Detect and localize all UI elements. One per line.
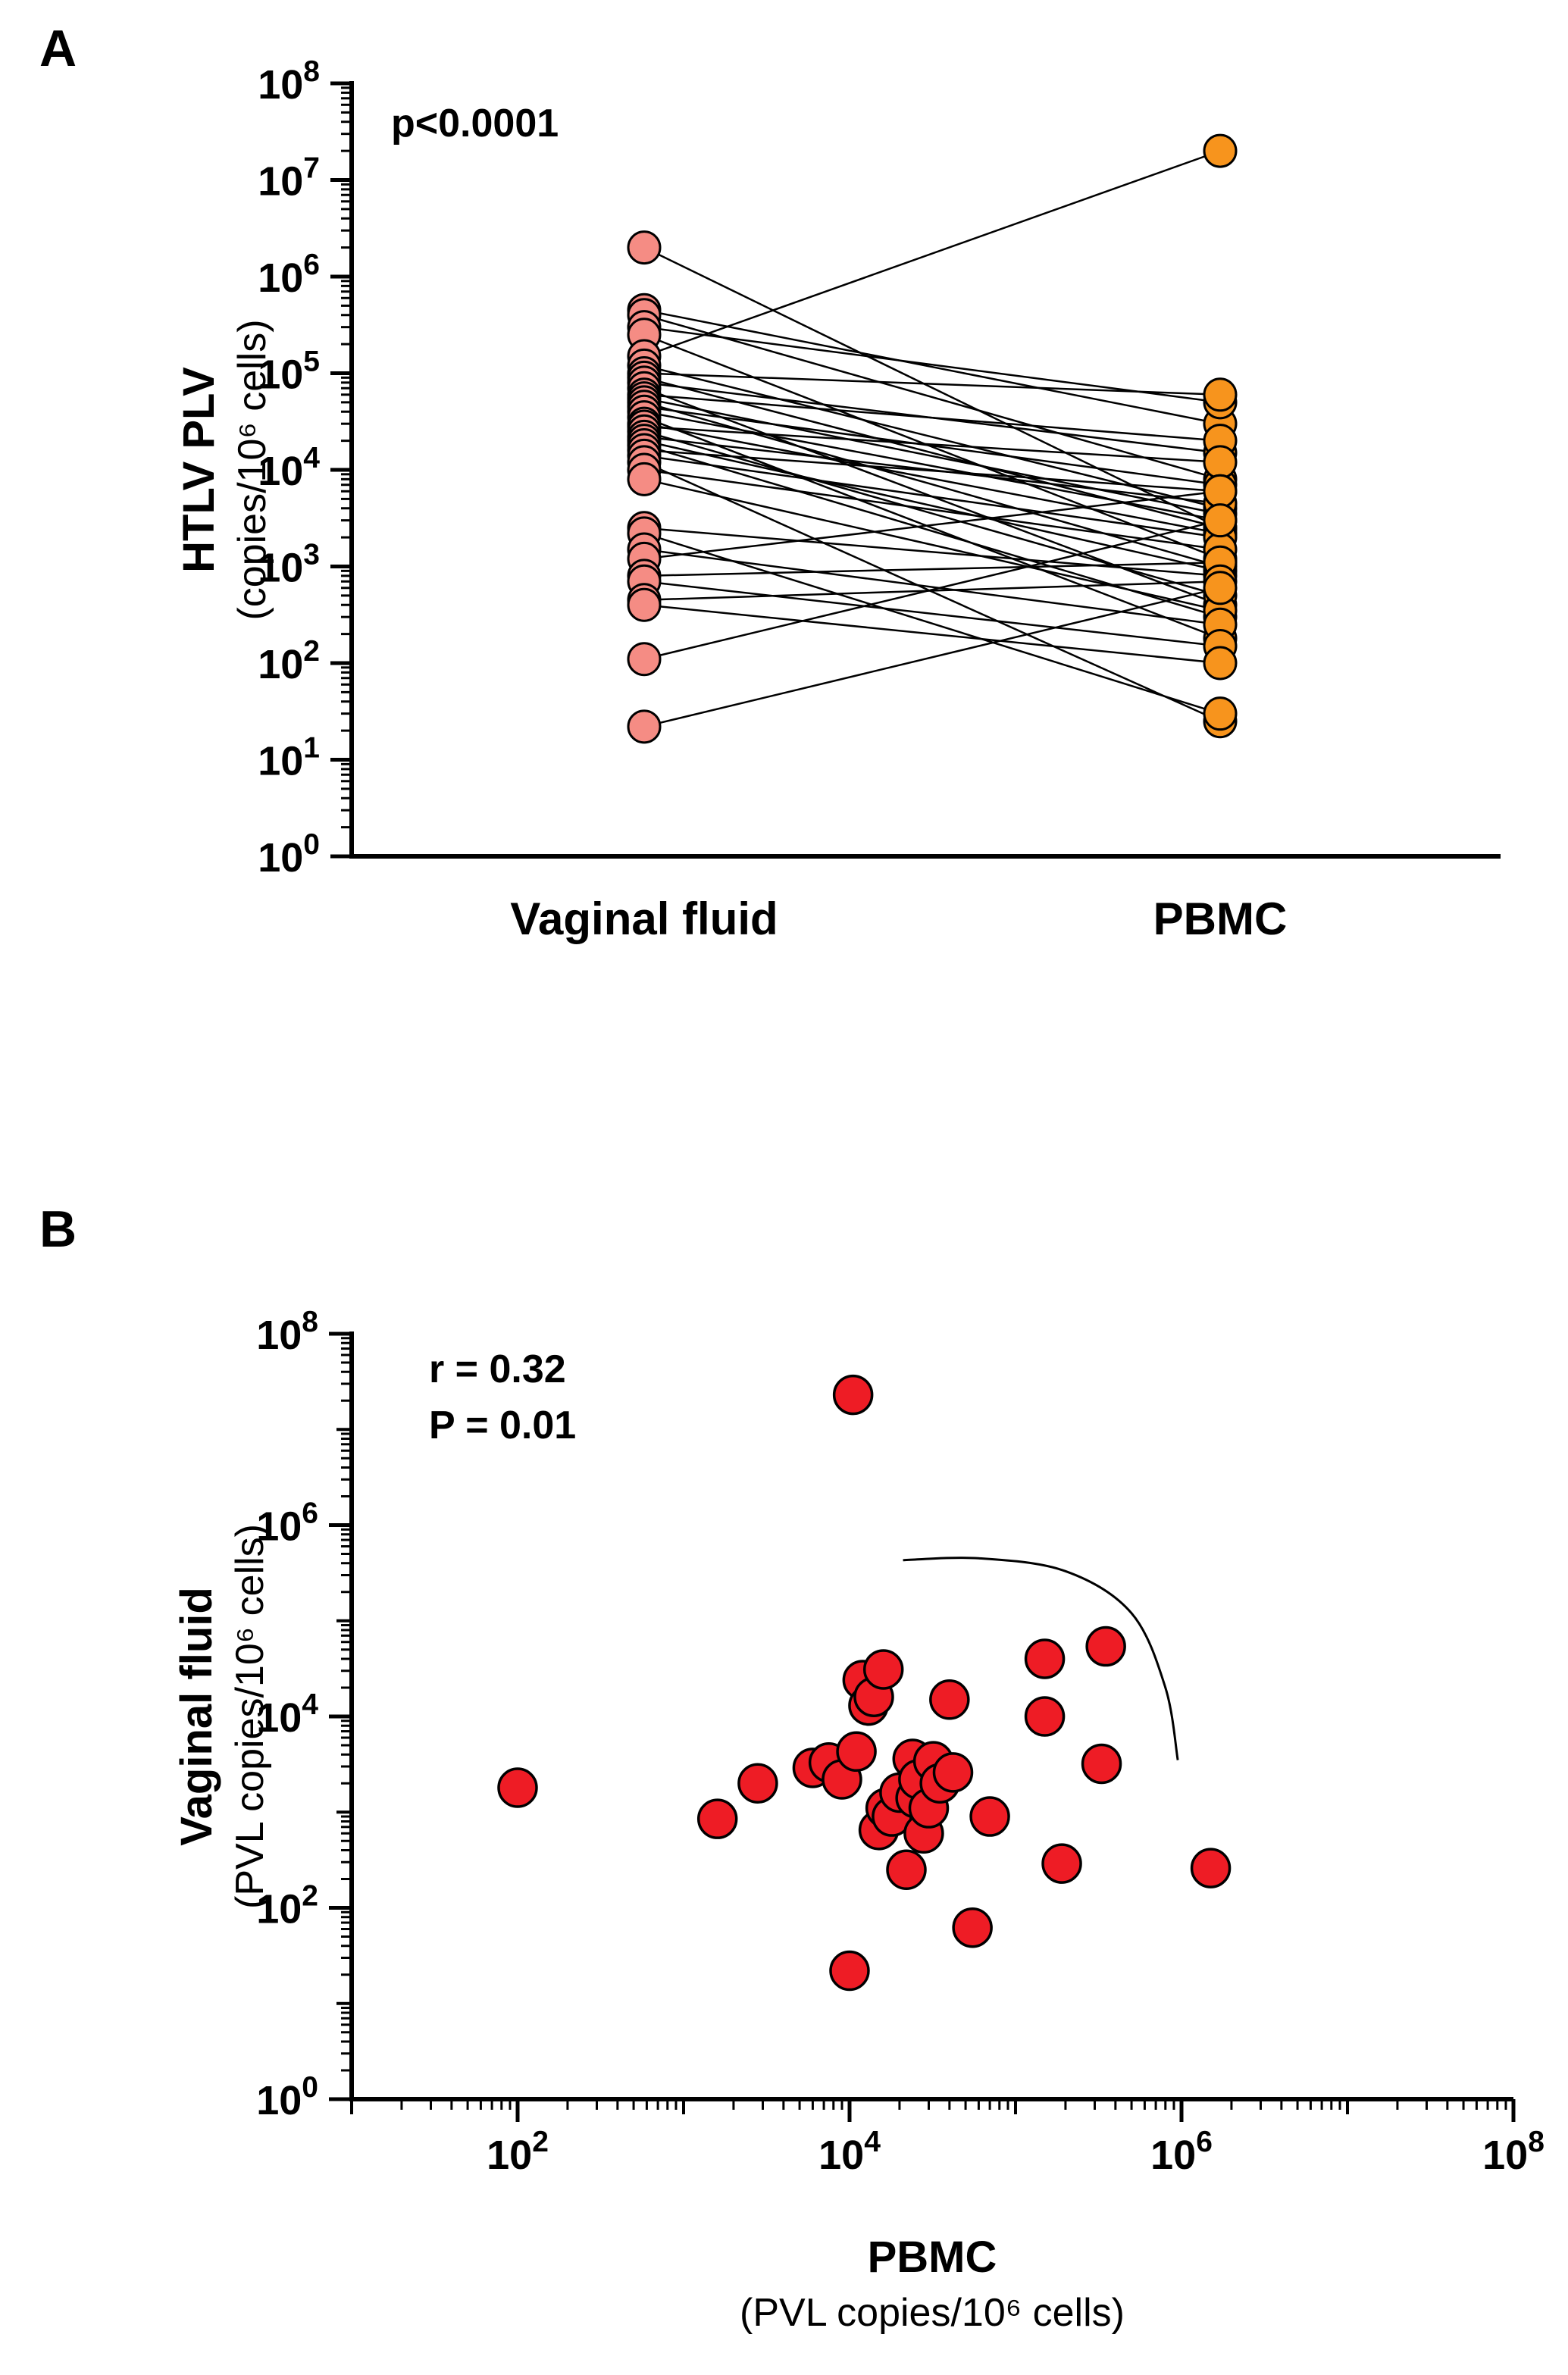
svg-text:101: 101 xyxy=(258,732,320,784)
panel-b-y-axis-label-units: (PVL copies/10⁶ cells) xyxy=(228,1524,272,1909)
svg-text:104: 104 xyxy=(818,2126,881,2178)
svg-text:108: 108 xyxy=(1482,2126,1545,2178)
panel-a-category-vaginal-fluid: Vaginal fluid xyxy=(510,893,778,944)
svg-text:108: 108 xyxy=(258,55,320,108)
panel-b-correlation-r: r = 0.32 xyxy=(429,1347,566,1391)
vaginal-fluid-points xyxy=(627,230,662,744)
panel-a-category-pbmc: PBMC xyxy=(1153,893,1288,944)
panel-b-x-axis-label-units: (PVL copies/10⁶ cells) xyxy=(740,2291,1125,2335)
svg-text:102: 102 xyxy=(258,635,320,687)
svg-text:106: 106 xyxy=(1150,2126,1213,2178)
scatter-points xyxy=(497,1374,1232,1992)
svg-text:100: 100 xyxy=(256,2071,318,2123)
panel-a-y-axis-label-main: HTLV PLV xyxy=(174,367,224,573)
panel-a-letter: A xyxy=(39,20,77,77)
panel-b-p-value: P = 0.01 xyxy=(429,1403,577,1447)
fit-curve xyxy=(903,1557,1179,1760)
pair-connector-lines xyxy=(643,149,1221,728)
panel-a-p-value: p<0.0001 xyxy=(391,102,559,146)
svg-text:102: 102 xyxy=(487,2126,549,2178)
svg-text:107: 107 xyxy=(258,152,320,205)
panel-b-x-axis-label-main: PBMC xyxy=(867,2233,997,2282)
pbmc-points xyxy=(1203,133,1238,739)
svg-text:102: 102 xyxy=(256,1880,318,1932)
svg-text:108: 108 xyxy=(256,1306,318,1358)
svg-text:106: 106 xyxy=(258,249,320,301)
panel-a-y-axis-label-units: (copies/10⁶ cells) xyxy=(230,319,274,621)
svg-text:100: 100 xyxy=(258,828,320,881)
panel-b-letter: B xyxy=(39,1200,77,1258)
panel-b-y-axis-label-main: Vaginal fluid xyxy=(172,1587,221,1846)
